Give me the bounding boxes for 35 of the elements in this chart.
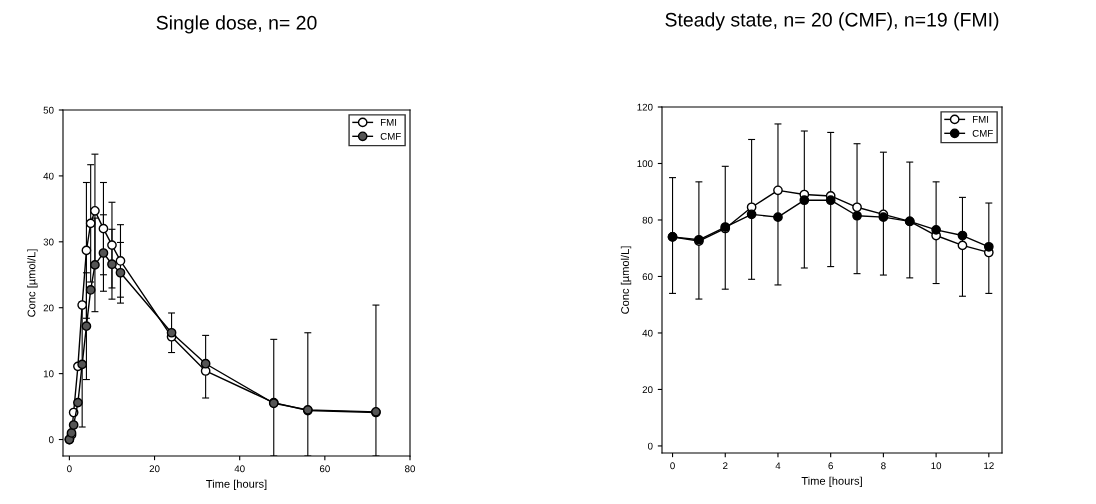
y-axis-title: Conc [µmol/L] [27, 249, 38, 317]
y-tick-label: 120 [637, 103, 653, 111]
x-axis-title: Time [hours] [206, 479, 267, 490]
y-tick-label: 80 [642, 216, 653, 224]
chart-title: Single dose, n= 20 [156, 15, 317, 34]
x-tick-label: 12 [984, 462, 994, 470]
y-tick-label: 10 [43, 370, 54, 378]
legend-label: FMI [380, 119, 397, 126]
x-tick-label: 60 [319, 465, 330, 473]
legend-label: CMF [972, 129, 993, 137]
x-tick-label: 6 [828, 462, 833, 470]
y-axis-title: Conc [µmol/L] [620, 246, 632, 314]
y-tick-label: 0 [647, 442, 653, 450]
legend-label: FMI [972, 116, 989, 123]
x-tick-label: 80 [405, 465, 416, 473]
x-tick-label: 0 [67, 465, 72, 473]
x-tick-label: 40 [234, 465, 245, 473]
y-tick-label: 100 [637, 160, 653, 168]
x-tick-label: 4 [775, 462, 781, 470]
x-tick-label: 20 [149, 465, 160, 473]
y-tick-label: 40 [642, 329, 653, 337]
y-tick-label: 30 [43, 238, 54, 246]
chart-title: Steady state, n= 20 (CMF), n=19 (FMI) [665, 12, 999, 31]
y-tick-label: 20 [43, 304, 54, 312]
y-tick-label: 40 [43, 172, 54, 180]
y-tick-label: 20 [642, 386, 653, 394]
y-tick-label: 0 [48, 436, 54, 444]
y-tick-label: 50 [43, 106, 54, 114]
x-tick-label: 8 [881, 462, 886, 470]
x-axis-title: Time [hours] [801, 476, 862, 487]
legend-label: CMF [380, 132, 401, 140]
y-tick-label: 60 [642, 273, 653, 281]
x-tick-label: 2 [723, 462, 728, 470]
x-tick-label: 10 [931, 462, 942, 470]
x-tick-label: 0 [670, 462, 675, 470]
